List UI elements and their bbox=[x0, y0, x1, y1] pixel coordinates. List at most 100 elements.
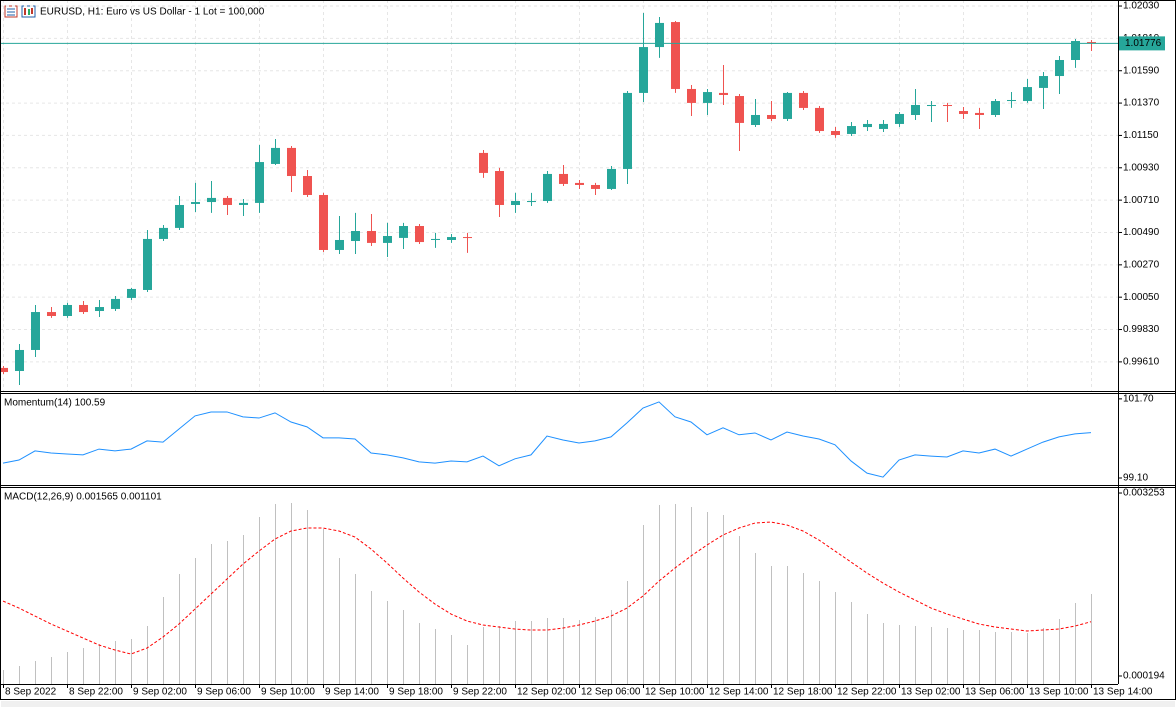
x-tick-label: 9 Sep 10:00 bbox=[261, 687, 315, 698]
candle-body bbox=[95, 307, 104, 312]
x-tick-label: 12 Sep 06:00 bbox=[581, 687, 641, 698]
plot-layer: 1.020301.018101.015901.013701.011501.009… bbox=[0, 0, 1165, 698]
candle-body bbox=[0, 367, 8, 373]
y-tick-label: 1.00050 bbox=[1123, 292, 1160, 303]
candle-body bbox=[303, 176, 312, 195]
y-tick-label: 0.99610 bbox=[1123, 357, 1160, 368]
candle-body bbox=[623, 92, 632, 169]
x-tick-label: 12 Sep 18:00 bbox=[773, 687, 833, 698]
candle-body bbox=[559, 173, 568, 184]
x-tick-label: 12 Sep 10:00 bbox=[645, 687, 705, 698]
candle-body bbox=[783, 92, 792, 119]
candle-body bbox=[479, 152, 488, 173]
candle-body bbox=[975, 112, 984, 115]
candle-body bbox=[159, 227, 168, 239]
candle-body bbox=[639, 47, 648, 93]
candle-body bbox=[767, 114, 776, 119]
candle-body bbox=[367, 231, 376, 243]
candle-body bbox=[591, 184, 600, 189]
momentum-line bbox=[2, 401, 1092, 478]
candle-body bbox=[127, 288, 136, 298]
candle-body bbox=[15, 349, 24, 372]
candle-body bbox=[175, 204, 184, 228]
candle-body bbox=[751, 114, 760, 125]
candle-body bbox=[815, 107, 824, 132]
candle-body bbox=[1087, 42, 1096, 44]
candle-body bbox=[735, 96, 744, 123]
candle-body bbox=[63, 304, 72, 317]
y-tick-label: 1.02030 bbox=[1123, 1, 1160, 12]
candle-body bbox=[911, 104, 920, 115]
candle-body bbox=[207, 197, 216, 203]
x-tick-label: 9 Sep 18:00 bbox=[389, 687, 443, 698]
candle-body bbox=[255, 162, 264, 203]
current-price-label: 1.01776 bbox=[1125, 38, 1162, 49]
x-tick-label: 13 Sep 14:00 bbox=[1093, 687, 1153, 698]
candle-body bbox=[495, 171, 504, 205]
candle-body bbox=[223, 197, 232, 205]
x-tick-label: 9 Sep 22:00 bbox=[453, 687, 507, 698]
candle-body bbox=[447, 237, 456, 240]
candle-body bbox=[79, 304, 88, 313]
candle-body bbox=[671, 22, 680, 89]
y-tick-label: 99.10 bbox=[1123, 473, 1148, 484]
x-tick-label: 8 Sep 2022 bbox=[5, 687, 57, 698]
x-tick-label: 13 Sep 02:00 bbox=[901, 687, 961, 698]
candle-body bbox=[831, 131, 840, 135]
candle-body bbox=[959, 111, 968, 114]
y-tick-label: 1.00930 bbox=[1123, 162, 1160, 173]
candle-body bbox=[143, 238, 152, 290]
candle-body bbox=[431, 238, 440, 240]
panel-title: MACD(12,26,9) 0.001565 0.001101 bbox=[4, 492, 162, 503]
x-tick-label: 12 Sep 22:00 bbox=[837, 687, 897, 698]
candle-body bbox=[271, 147, 280, 164]
x-tick-label: 12 Sep 14:00 bbox=[709, 687, 769, 698]
x-tick-label: 8 Sep 22:00 bbox=[69, 687, 123, 698]
y-tick-label: 0.003253 bbox=[1123, 488, 1165, 499]
candle-body bbox=[111, 298, 120, 309]
panel-title: EURUSD, H1: Euro vs US Dollar - 1 Lot = … bbox=[40, 7, 265, 18]
candle-body bbox=[991, 101, 1000, 115]
candle-body bbox=[1023, 87, 1032, 102]
candle-body bbox=[1039, 76, 1048, 88]
candle-body bbox=[31, 312, 40, 350]
candle-body bbox=[527, 201, 536, 203]
x-tick-label: 12 Sep 02:00 bbox=[517, 687, 577, 698]
candle-body bbox=[799, 92, 808, 108]
candle-body bbox=[575, 182, 584, 185]
candle-body bbox=[463, 237, 472, 239]
candle-body bbox=[1055, 59, 1064, 77]
candle-body bbox=[943, 104, 952, 107]
y-tick-label: 0.99830 bbox=[1123, 324, 1160, 335]
y-tick-label: 1.01150 bbox=[1123, 130, 1159, 141]
y-tick-label: 1.01370 bbox=[1123, 98, 1160, 109]
candle-body bbox=[383, 236, 392, 243]
toolbar-icons bbox=[4, 5, 36, 18]
candle-body bbox=[47, 312, 56, 317]
candle-body bbox=[895, 113, 904, 124]
candle-body bbox=[239, 202, 248, 205]
scrollbar[interactable] bbox=[1, 701, 1175, 707]
candle-body bbox=[1071, 41, 1080, 60]
candle-body bbox=[511, 201, 520, 205]
candle-body bbox=[319, 194, 328, 250]
y-tick-label: 1.00490 bbox=[1123, 227, 1160, 238]
candle-body bbox=[687, 88, 696, 103]
x-tick-label: 9 Sep 14:00 bbox=[325, 687, 379, 698]
y-tick-label: 101.70 bbox=[1123, 394, 1154, 405]
candle-body bbox=[543, 173, 552, 202]
candle-body bbox=[719, 92, 728, 95]
y-tick-label: 1.00270 bbox=[1123, 259, 1160, 270]
candle-body bbox=[191, 202, 200, 204]
candle-body bbox=[655, 22, 664, 48]
candle-body bbox=[607, 168, 616, 189]
x-tick-label: 9 Sep 02:00 bbox=[133, 687, 187, 698]
candle-body bbox=[287, 147, 296, 177]
candle-body bbox=[351, 231, 360, 242]
candle-body bbox=[335, 239, 344, 250]
panel-title: Momentum(14) 100.59 bbox=[4, 398, 106, 409]
x-tick-label: 13 Sep 06:00 bbox=[965, 687, 1025, 698]
y-tick-label: 1.00710 bbox=[1123, 195, 1160, 206]
candle-body bbox=[399, 226, 408, 238]
